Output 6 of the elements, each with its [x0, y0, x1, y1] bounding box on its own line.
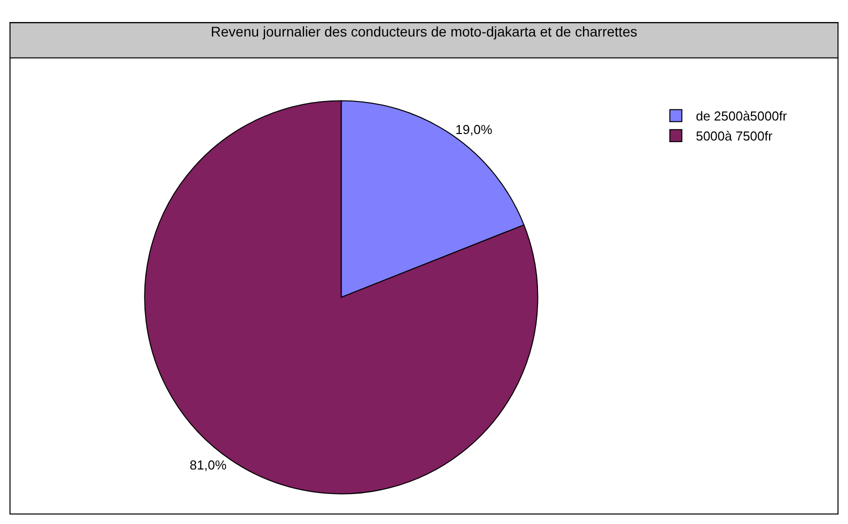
data-label: 81,0%: [190, 457, 227, 472]
data-label: 19,0%: [455, 122, 493, 138]
pie-slice: [144, 100, 538, 494]
legend-label: 5000à 7500fr: [696, 128, 774, 144]
legend-label: de 2500à5000fr: [696, 108, 788, 124]
chart-title: Revenu journalier des conducteurs de moto-djakarta et de charrettes: [210, 23, 638, 40]
